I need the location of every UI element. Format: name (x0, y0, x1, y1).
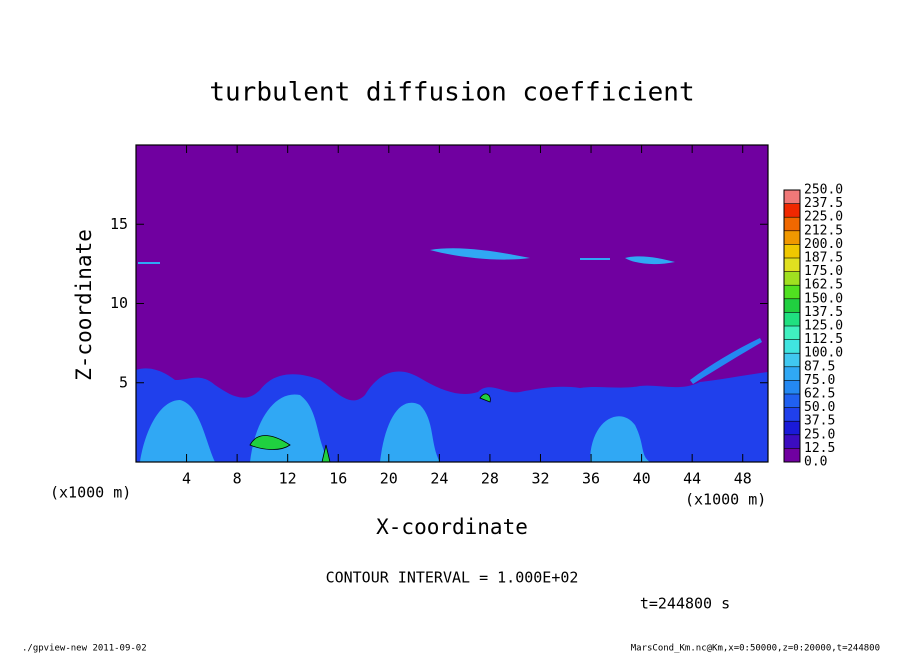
colorbar-swatch (784, 285, 800, 299)
footer-left: ./gpview-new 2011-09-02 (22, 644, 147, 654)
colorbar-swatch (784, 258, 800, 272)
colorbar-swatch (784, 421, 800, 435)
x-unit-label: (x1000 m) (50, 484, 131, 502)
colorbar-swatch (784, 339, 800, 354)
y-tick-label: 15 (110, 215, 128, 233)
colorbar-label: 162.5 (804, 278, 843, 293)
colorbar-label: 37.5 (804, 414, 835, 429)
colorbar-swatch (784, 312, 800, 326)
colorbar-swatch (784, 407, 800, 422)
colorbar-label: 75.0 (804, 373, 835, 388)
colorbar-swatch (784, 203, 800, 218)
colorbar-label: 200.0 (804, 237, 843, 252)
field-region (690, 338, 762, 384)
x-tick-label: 16 (329, 470, 347, 488)
field (136, 145, 768, 463)
colorbar-swatch (784, 353, 800, 367)
x-tick-label: 24 (430, 470, 448, 488)
colorbar-label: 225.0 (804, 210, 843, 225)
x-tick-label: 32 (531, 470, 549, 488)
y-tick-label: 5 (119, 373, 128, 391)
colorbar-label: 212.5 (804, 223, 843, 238)
x-tick-label: 40 (633, 470, 651, 488)
colorbar-swatch (784, 298, 800, 313)
colorbar-swatch (784, 244, 800, 258)
colorbar-swatch (784, 394, 800, 408)
colorbar-swatch (784, 448, 800, 462)
y-tick-label: 10 (110, 294, 128, 312)
colorbar-label: 175.0 (804, 264, 843, 279)
colorbar-swatch (784, 434, 800, 449)
footer-right: MarsCond_Km.nc@Km,x=0:50000,z=0:20000,t=… (631, 644, 880, 654)
colorbar-label: 237.5 (804, 196, 843, 211)
x-unit-label: (x1000 m) (685, 491, 766, 509)
colorbar-label: 150.0 (804, 291, 843, 306)
colorbar-label: 125.0 (804, 319, 843, 334)
x-tick-label: 4 (182, 470, 191, 488)
x-tick-label: 20 (380, 470, 398, 488)
colorbar-label: 137.5 (804, 305, 843, 320)
x-tick-label: 28 (481, 470, 499, 488)
x-tick-label: 12 (279, 470, 297, 488)
chart-title: turbulent diffusion coefficient (209, 78, 694, 108)
colorbar-label: 112.5 (804, 332, 843, 347)
y-axis-label: Z-coordinate (72, 229, 96, 381)
colorbar-label: 100.0 (804, 346, 843, 361)
colorbar-swatch (784, 217, 800, 231)
x-tick-label: 36 (582, 470, 600, 488)
colorbar-swatch (784, 326, 800, 340)
colorbar-swatch (784, 190, 800, 204)
colorbar-swatch (784, 380, 800, 394)
colorbar-label: 25.0 (804, 427, 835, 442)
x-tick-label: 44 (683, 470, 701, 488)
colorbar-label: 187.5 (804, 251, 843, 266)
colorbar-label: 62.5 (804, 387, 835, 402)
x-tick-label: 48 (734, 470, 752, 488)
contour-interval: CONTOUR INTERVAL = 1.000E+02 (326, 569, 579, 587)
colorbar-swatch (784, 230, 800, 245)
x-axis-label: X-coordinate (376, 515, 528, 539)
colorbar-label: 250.0 (804, 183, 843, 198)
colorbar-label: 50.0 (804, 400, 835, 415)
time-label: t=244800 s (640, 595, 730, 613)
colorbar-label: 12.5 (804, 441, 835, 456)
x-tick-label: 8 (233, 470, 242, 488)
colorbar-swatch (784, 271, 800, 286)
colorbar-label: 0.0 (804, 455, 827, 470)
colorbar-label: 87.5 (804, 359, 835, 374)
colorbar-swatch (784, 366, 800, 381)
